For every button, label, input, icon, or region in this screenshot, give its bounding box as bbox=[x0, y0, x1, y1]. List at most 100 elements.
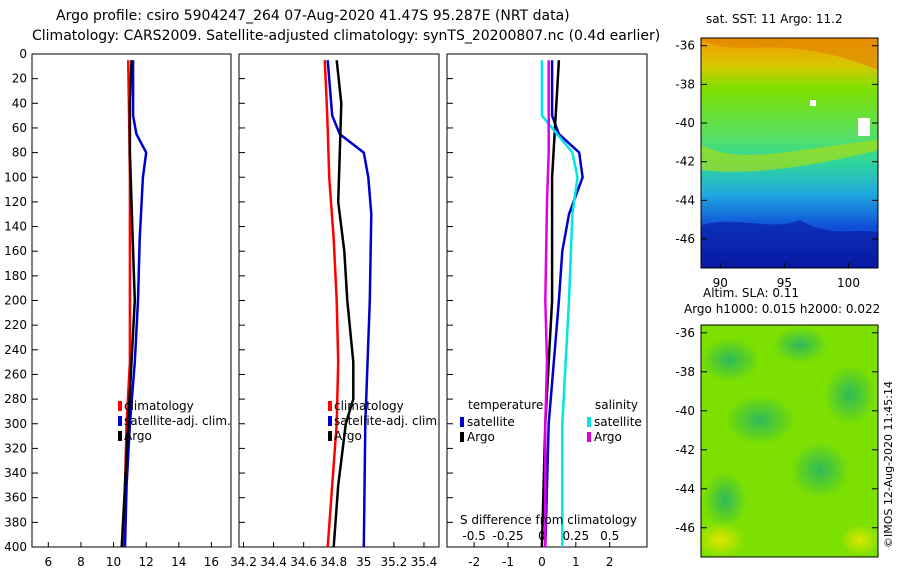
x-tick-label: 10 bbox=[106, 555, 121, 569]
sla-anomaly bbox=[772, 327, 828, 363]
sst-map: sat. SST: 11 Argo: 11.2 -36-38-40-42-44-… bbox=[675, 12, 879, 290]
depth-tick-label: 320 bbox=[4, 441, 27, 455]
sst-axis: -36 -38 -40 -42 -44 -46 90 95 100 bbox=[675, 39, 878, 290]
difference-legend: temperature satellite Argo salinity sate… bbox=[460, 398, 642, 444]
x-tick-label: 35.4 bbox=[411, 555, 438, 569]
series-line-climatology bbox=[323, 60, 340, 548]
lon-tick-label: 90 bbox=[713, 276, 728, 290]
salinity-diff-tick-label: -0.5 bbox=[462, 529, 485, 543]
lat-tick-label: -38 bbox=[675, 365, 695, 379]
x-tick-label: -2 bbox=[468, 555, 480, 569]
series-line-satellite bbox=[326, 60, 373, 548]
depth-tick-label: 0 bbox=[19, 47, 27, 61]
lat-tick-label: -44 bbox=[675, 482, 695, 496]
lat-tick-label: -42 bbox=[675, 443, 695, 457]
sla-anomaly bbox=[824, 365, 876, 425]
legend-swatch-temp-satellite bbox=[460, 417, 464, 427]
legend-label-temp-satellite: satellite bbox=[467, 415, 515, 429]
series-line-argo bbox=[332, 60, 355, 548]
depth-tick-label: 400 bbox=[4, 540, 27, 554]
legend-swatch-climatology bbox=[118, 401, 122, 411]
sla-anomaly bbox=[790, 442, 850, 498]
depth-tick-label: 220 bbox=[4, 318, 27, 332]
sla-axis: -36 -38 -40 -42 -44 -46 bbox=[675, 326, 878, 535]
sst-map-title: sat. SST: 11 Argo: 11.2 bbox=[706, 12, 843, 26]
legend-swatch-argo bbox=[328, 431, 332, 441]
sla-map-frame bbox=[700, 324, 879, 558]
depth-tick-label: 260 bbox=[4, 367, 27, 381]
depth-tick-label: 140 bbox=[4, 220, 27, 234]
x-tick-label: 34.4 bbox=[260, 555, 287, 569]
depth-tick-label: 120 bbox=[4, 195, 27, 209]
x-tick-label: 35.2 bbox=[381, 555, 408, 569]
legend-label-temp-argo: Argo bbox=[467, 430, 495, 444]
x-tick-label: 16 bbox=[204, 555, 219, 569]
salinity-diff-tick-label: 0.25 bbox=[562, 529, 589, 543]
sla-anomaly bbox=[725, 395, 795, 445]
title-line-2: Climatology: CARS2009. Satellite-adjuste… bbox=[32, 28, 660, 44]
salinity-plot: 34.2 34.4 34.6 34.8 35 35.2 35.4 bbox=[230, 60, 437, 569]
x-tick-label: 35 bbox=[356, 555, 371, 569]
depth-tick-label: 340 bbox=[4, 466, 27, 480]
depth-tick-label: 300 bbox=[4, 417, 27, 431]
sla-map-title-2: Argo h1000: 0.015 h2000: 0.022 bbox=[684, 302, 880, 316]
legend-label-sal-satellite: satellite bbox=[594, 415, 642, 429]
sst-missing-data bbox=[810, 100, 816, 106]
sla-anomaly bbox=[840, 524, 880, 556]
sst-cold-region bbox=[701, 220, 878, 268]
depth-tick-label: 180 bbox=[4, 269, 27, 283]
legend-swatch-argo bbox=[118, 431, 122, 441]
depth-tick-label: 380 bbox=[4, 515, 27, 529]
legend-swatch-satellite bbox=[118, 416, 122, 426]
legend-label-climatology: climatology bbox=[334, 399, 404, 413]
salinity-legend: climatology satellite-adj. clim. Argo bbox=[328, 399, 441, 443]
difference-xlabel: S difference from climatology bbox=[460, 513, 637, 527]
lat-tick-label: -40 bbox=[675, 404, 695, 418]
temperature-plot: 6 8 10 12 14 16 bbox=[44, 60, 219, 569]
series-line-argo bbox=[120, 60, 137, 548]
x-tick-label: 34.6 bbox=[290, 555, 317, 569]
depth-tick-label: 40 bbox=[12, 96, 27, 110]
temperature-panel-frame bbox=[31, 53, 232, 548]
lon-tick-label: 95 bbox=[777, 276, 792, 290]
watermark: ©IMOS 12-Aug-2020 11:45:14 bbox=[882, 381, 895, 548]
sst-map-frame bbox=[700, 37, 879, 269]
legend-title-temperature: temperature bbox=[468, 398, 543, 412]
depth-tick-label: 60 bbox=[12, 121, 27, 135]
depth-tick-label: 280 bbox=[4, 392, 27, 406]
lat-tick-label: -36 bbox=[675, 39, 695, 53]
lat-tick-label: -38 bbox=[675, 77, 695, 91]
x-tick-label: 8 bbox=[77, 555, 85, 569]
legend-swatch-climatology bbox=[328, 401, 332, 411]
x-tick-label: 34.2 bbox=[230, 555, 257, 569]
legend-swatch-sal-satellite bbox=[587, 417, 591, 427]
legend-label-argo: Argo bbox=[124, 429, 152, 443]
sst-missing-data bbox=[858, 118, 870, 136]
legend-label-climatology: climatology bbox=[124, 399, 194, 413]
legend-swatch-satellite bbox=[328, 416, 332, 426]
depth-tick-label: 160 bbox=[4, 244, 27, 258]
sla-map-title-1: Altim. SLA: 0.11 bbox=[703, 286, 799, 300]
lat-tick-label: -44 bbox=[675, 193, 695, 207]
legend-label-argo: Argo bbox=[334, 429, 362, 443]
lat-tick-label: -46 bbox=[675, 521, 695, 535]
depth-tick-label: 20 bbox=[12, 72, 27, 86]
lat-tick-label: -42 bbox=[675, 155, 695, 169]
depth-axis: 0 20 40 60 80 100 120 140 160 180 200 220 240 260 280 3… bbox=[4, 47, 453, 554]
sla-anomaly bbox=[703, 472, 747, 528]
title-line-1: Argo profile: csiro 5904247_264 07-Aug-2… bbox=[56, 8, 570, 24]
x-tick-label: 2 bbox=[606, 555, 614, 569]
legend-label-satellite: satellite-adj. clim. bbox=[334, 414, 441, 428]
temperature-legend: climatology satellite-adj. clim. Argo bbox=[118, 399, 231, 443]
sst-warm-region bbox=[701, 38, 878, 70]
legend-label-satellite: satellite-adj. clim. bbox=[124, 414, 231, 428]
legend-title-salinity: salinity bbox=[595, 398, 638, 412]
lon-tick-label: 100 bbox=[837, 276, 860, 290]
x-tick-label: 14 bbox=[171, 555, 186, 569]
lat-tick-label: -40 bbox=[675, 116, 695, 130]
depth-tick-label: 360 bbox=[4, 491, 27, 505]
x-tick-label: 1 bbox=[572, 555, 580, 569]
x-tick-label: -1 bbox=[502, 555, 514, 569]
depth-tick-label: 200 bbox=[4, 294, 27, 308]
